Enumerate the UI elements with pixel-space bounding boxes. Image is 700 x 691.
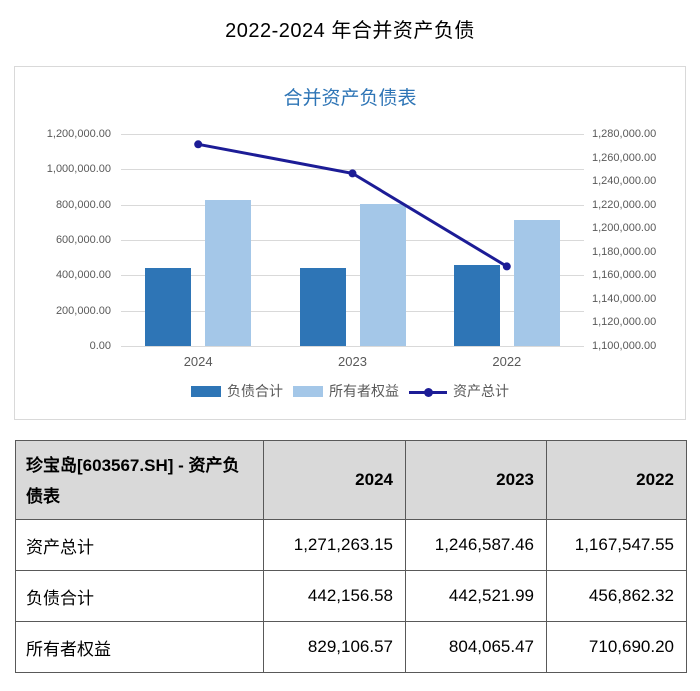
table-title-cell: 珍宝岛[603567.SH] - 资产负债表 xyxy=(15,440,264,520)
axis-tick-label: 600,000.00 xyxy=(55,234,111,246)
row-value-cell: 829,106.57 xyxy=(263,621,406,673)
table-header-row: 珍宝岛[603567.SH] - 资产负债表 2024 2023 2022 xyxy=(15,440,687,520)
balance-sheet-table: 珍宝岛[603567.SH] - 资产负债表 2024 2023 2022 资产总计 1… xyxy=(15,440,687,673)
table-body: 资产总计 1,271,263.15 1,246,587.46 1,167,547.55… xyxy=(15,519,687,673)
axis-tick-label: 1,240,000.00 xyxy=(592,175,657,188)
axis-tick-label: 1,120,000.00 xyxy=(592,316,657,329)
axis-tick-label: 1,220,000.00 xyxy=(592,198,657,211)
bar-所有者权益-2024 xyxy=(205,199,252,346)
axis-tick-label: 1,200,000.00 xyxy=(46,128,111,140)
bar-负债合计-2022 xyxy=(453,265,500,346)
legend-item-所有者权益: 所有者权益 xyxy=(293,381,399,401)
row-value-cell: 456,862.32 xyxy=(546,570,687,622)
gridline xyxy=(121,311,584,312)
legend-label: 负债合计 xyxy=(227,383,283,399)
axis-tick-label: 1,140,000.00 xyxy=(592,292,657,305)
gridline xyxy=(121,240,584,241)
table-header: 珍宝岛[603567.SH] - 资产负债表 2024 2023 2022 xyxy=(15,440,687,520)
chart-panel: 合并资产负债表 1,200,000.00 1,000,000.00 800,000.… xyxy=(14,66,686,420)
axis-tick-label: 1,260,000.00 xyxy=(592,151,657,164)
gridline xyxy=(121,205,584,206)
axis-tick-label: 200,000.00 xyxy=(55,304,111,317)
legend-item-负债合计: 负债合计 xyxy=(191,381,283,401)
axis-tick-label: 1,100,000.00 xyxy=(592,340,657,352)
chart-legend: 负债合计 所有者权益 资产总计 xyxy=(15,381,685,401)
row-value-cell: 442,156.58 xyxy=(263,570,406,622)
legend-swatch-icon xyxy=(191,385,221,397)
row-value-cell: 442,521.99 xyxy=(405,570,547,622)
gridline xyxy=(121,275,584,276)
legend-swatch-icon xyxy=(293,385,323,397)
axis-tick-label: 1,160,000.00 xyxy=(592,269,657,282)
axis-tick-label: 1,280,000.00 xyxy=(592,128,657,140)
legend-item-资产总计: 资产总计 xyxy=(409,381,509,401)
bar-负债合计-2024 xyxy=(145,267,192,346)
row-label-cell: 负债合计 xyxy=(15,570,264,622)
table-row: 负债合计 442,156.58 442,521.99 456,862.32 xyxy=(15,570,687,622)
bar-所有者权益-2022 xyxy=(513,220,560,346)
x-category-label: 2022 xyxy=(492,354,522,369)
gridline xyxy=(121,346,584,347)
legend-label: 资产总计 xyxy=(453,383,509,399)
chart-title: 合并资产负债表 xyxy=(283,88,417,109)
bar-负债合计-2023 xyxy=(299,267,346,346)
row-value-cell: 804,065.47 xyxy=(405,621,547,673)
line-marker xyxy=(502,262,511,271)
axis-tick-label: 1,200,000.00 xyxy=(592,222,657,235)
axis-tick-label: 800,000.00 xyxy=(55,198,111,211)
row-value-cell: 1,271,263.15 xyxy=(263,519,406,571)
line-marker xyxy=(348,169,357,178)
table-year-header: 2024 xyxy=(263,440,406,520)
plot-area xyxy=(121,134,584,347)
axis-tick-label: 1,000,000.00 xyxy=(46,163,111,176)
legend-label: 所有者权益 xyxy=(329,383,399,399)
row-label-cell: 所有者权益 xyxy=(15,621,264,673)
bar-所有者权益-2023 xyxy=(359,203,406,346)
row-value-cell: 1,246,587.46 xyxy=(405,519,547,571)
table-year-header: 2022 xyxy=(546,440,687,520)
row-value-cell: 1,167,547.55 xyxy=(546,519,687,571)
axis-tick-label: 400,000.00 xyxy=(55,269,111,282)
gridline xyxy=(121,134,584,135)
line-marker xyxy=(194,140,203,149)
line-assets-total xyxy=(197,142,508,268)
x-category-label: 2024 xyxy=(183,354,213,369)
legend-line-icon xyxy=(409,386,447,397)
axis-tick-label: 1,180,000.00 xyxy=(592,245,657,258)
line-series-svg xyxy=(194,140,511,271)
table-row: 资产总计 1,271,263.15 1,246,587.46 1,167,547.55 xyxy=(15,519,687,571)
row-label-cell: 资产总计 xyxy=(15,519,264,571)
axis-tick-label: 0.00 xyxy=(89,340,111,352)
row-value-cell: 710,690.20 xyxy=(546,621,687,673)
table-row: 所有者权益 829,106.57 804,065.47 710,690.20 xyxy=(15,621,687,673)
table-year-header: 2023 xyxy=(405,440,547,520)
x-category-label: 2023 xyxy=(338,354,367,369)
page-title: 2022-2024 年合并资产负债 xyxy=(225,20,475,42)
